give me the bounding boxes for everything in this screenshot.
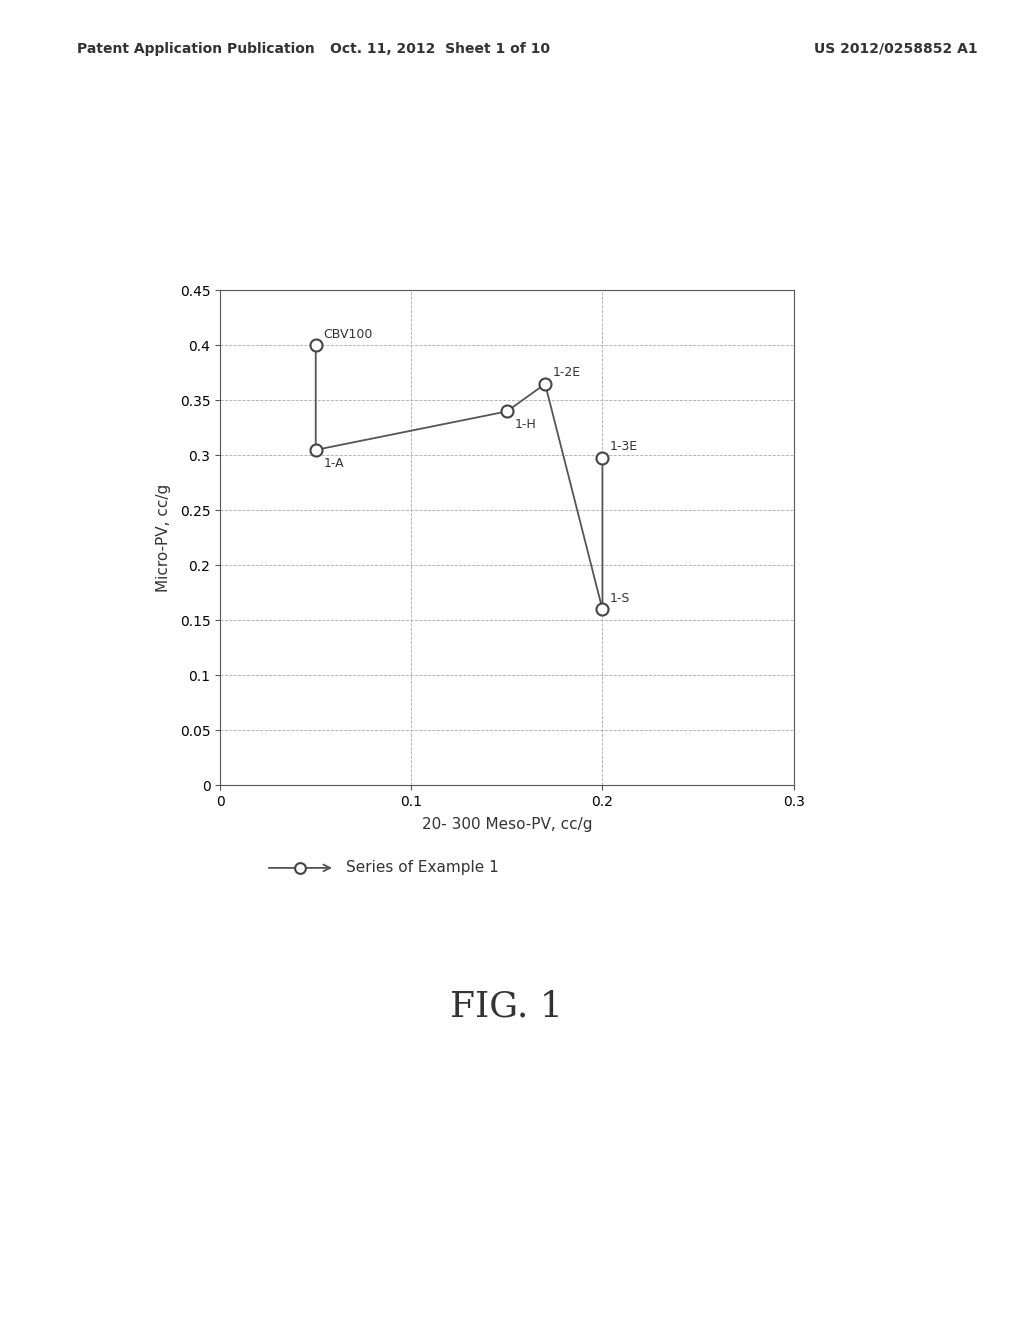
- Point: [537, 374, 553, 395]
- Text: 1-A: 1-A: [324, 457, 344, 470]
- Text: Oct. 11, 2012  Sheet 1 of 10: Oct. 11, 2012 Sheet 1 of 10: [331, 42, 550, 55]
- Text: Series of Example 1: Series of Example 1: [346, 861, 499, 875]
- Y-axis label: Micro-PV, cc/g: Micro-PV, cc/g: [157, 483, 171, 593]
- Text: 1-3E: 1-3E: [610, 440, 638, 453]
- Text: 1-2E: 1-2E: [553, 367, 581, 379]
- Point: [594, 447, 610, 469]
- Point: [499, 401, 515, 422]
- Point: [292, 858, 308, 879]
- Point: [307, 335, 324, 356]
- Text: CBV100: CBV100: [324, 327, 373, 341]
- Text: Patent Application Publication: Patent Application Publication: [77, 42, 314, 55]
- Text: FIG. 1: FIG. 1: [451, 990, 563, 1023]
- Text: US 2012/0258852 A1: US 2012/0258852 A1: [814, 42, 978, 55]
- Text: 1-H: 1-H: [514, 418, 537, 432]
- Text: 1-S: 1-S: [610, 591, 631, 605]
- Point: [307, 440, 324, 461]
- Point: [594, 599, 610, 620]
- X-axis label: 20- 300 Meso-PV, cc/g: 20- 300 Meso-PV, cc/g: [422, 817, 592, 833]
